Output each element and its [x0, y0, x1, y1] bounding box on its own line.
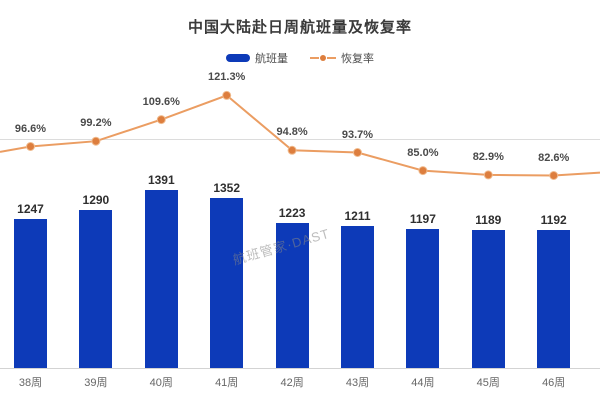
line-dot	[483, 170, 493, 180]
bar-value-label: 1352	[213, 180, 241, 195]
bar-value-label: 1211	[344, 208, 371, 223]
recovery-rate-label: 99.2%	[80, 117, 112, 130]
x-tick-38周: 38周	[18, 377, 43, 389]
legend: 航班量 恢复率	[0, 50, 600, 66]
legend-label-flight-volume: 航班量	[255, 53, 288, 65]
bar-value-label: 1247	[17, 201, 44, 216]
bar-value-label: 1197	[409, 211, 436, 226]
bar-series-swatch-icon	[226, 54, 250, 62]
line-dot	[26, 142, 35, 151]
bar-value-label: 1290	[82, 193, 110, 207]
bar-38周	[14, 218, 47, 368]
legend-label-recovery-rate: 恢复率	[341, 53, 374, 65]
x-tick-46周: 46周	[542, 377, 566, 389]
bar-39周	[79, 210, 113, 368]
legend-item-recovery-rate: 恢复率	[310, 50, 374, 66]
x-tick-42周: 42周	[280, 377, 304, 389]
recovery-rate-label: 93.7%	[341, 128, 374, 141]
line-dot	[222, 90, 232, 100]
x-tick-41周: 41周	[215, 377, 239, 389]
bar-value-label: 1189	[475, 213, 502, 228]
recovery-rate-label: 121.3%	[208, 71, 246, 84]
gridline-100-percent	[0, 139, 600, 140]
bar-46周	[537, 229, 571, 368]
bar-42周	[275, 223, 309, 368]
line-dot	[418, 166, 428, 176]
recovery-rate-label: 96.6%	[14, 122, 47, 135]
recovery-rate-label: 85.0%	[407, 146, 439, 159]
bar-40周	[144, 189, 178, 368]
x-axis-line	[0, 368, 600, 369]
x-tick-40周: 40周	[149, 377, 173, 389]
line-dot	[549, 171, 559, 180]
bar-45周	[471, 230, 505, 368]
bar-value-label: 1192	[540, 212, 567, 227]
x-tick-45周: 45周	[476, 377, 500, 389]
x-tick-39周: 39周	[84, 377, 108, 389]
bar-43周	[341, 225, 374, 368]
line-dot	[353, 148, 362, 157]
recovery-rate-label: 82.9%	[472, 150, 504, 163]
line-dot	[287, 145, 297, 155]
recovery-rate-label: 94.8%	[276, 126, 308, 139]
legend-item-flight-volume: 航班量	[226, 50, 288, 66]
recovery-rate-label: 82.6%	[538, 151, 570, 164]
bar-value-label: 1223	[278, 206, 306, 221]
bar-value-label: 1391	[147, 172, 175, 187]
chart-title: 中国大陆赴日周航班量及恢复率	[187, 19, 412, 36]
line-series-swatch-icon	[310, 54, 336, 62]
recovery-rate-label: 109.6%	[142, 95, 180, 108]
x-tick-44周: 44周	[411, 377, 435, 389]
bar-44周	[406, 228, 440, 368]
bar-41周	[210, 197, 244, 368]
x-tick-43周: 43周	[345, 377, 370, 389]
line-dot	[156, 115, 166, 125]
